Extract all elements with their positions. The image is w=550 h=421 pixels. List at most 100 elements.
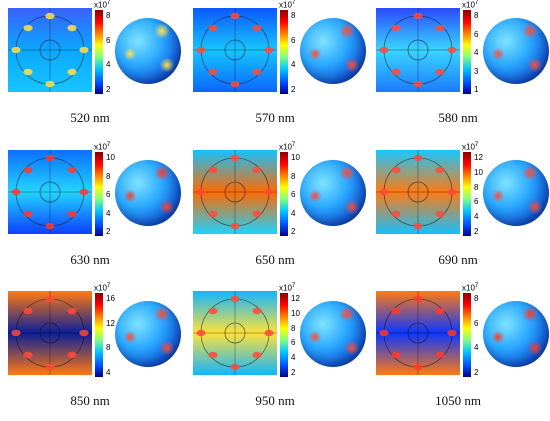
inner-circle	[39, 181, 61, 203]
geometry-overlay	[376, 150, 460, 234]
scale-multiplier-exponent: 7	[106, 142, 111, 148]
inner-circle	[224, 181, 246, 203]
hotspot-5	[391, 24, 401, 32]
hotspot-1	[230, 295, 240, 303]
hotspot-1	[45, 154, 55, 162]
colorbar-tick: 10	[106, 153, 115, 162]
colorbar-tick: 4	[291, 353, 296, 363]
hotspot-5	[23, 307, 33, 315]
colorbar-tick: 6	[474, 318, 479, 328]
sphere-hotspot-3	[344, 58, 360, 72]
wavelength-label: 650 nm	[255, 252, 295, 267]
sphere-hotspot-2	[308, 331, 322, 343]
hotspot-6	[67, 307, 77, 315]
colorbar-tick: 6	[291, 190, 296, 199]
hotspot-2	[413, 80, 423, 88]
colorbar-tick: 16	[106, 294, 115, 303]
field-map	[376, 8, 460, 92]
scale-multiplier-base: x10	[279, 0, 292, 10]
hotspot-7	[208, 351, 218, 359]
scale-multiplier: x107	[462, 283, 478, 293]
hotspot-3	[379, 46, 389, 54]
sphere-hotspot-3	[344, 341, 360, 355]
colorbar-tick: 2	[106, 227, 111, 236]
colorbar-tick: 6	[291, 35, 296, 45]
hotspot-8	[67, 68, 77, 76]
colorbar-ticks: 12 10 8 6 4 2	[291, 293, 307, 377]
hotspot-2	[230, 80, 240, 88]
sphere-render	[115, 301, 181, 367]
hotspot-4	[447, 46, 457, 54]
sphere-render	[300, 18, 366, 84]
colorbar-tick: 8	[474, 11, 479, 20]
hotspot-3	[11, 329, 21, 337]
field-panel-p580: x107 8 6 4 3 1 580 nm	[368, 0, 549, 138]
colorbar-tick: 10	[291, 308, 300, 318]
hotspot-7	[391, 210, 401, 218]
sphere-render	[300, 160, 366, 226]
sphere-hotspot-2	[308, 48, 322, 60]
colorbar	[463, 152, 471, 236]
colorbar-tick: 8	[474, 294, 479, 303]
sphere-render	[483, 18, 549, 84]
scale-multiplier-exponent: 7	[474, 0, 479, 6]
hotspot-2	[230, 222, 240, 230]
colorbar-tick: 12	[291, 294, 300, 303]
sphere-hotspot-3	[527, 58, 543, 72]
sphere-hotspot-3	[159, 200, 175, 214]
scale-multiplier: x107	[462, 0, 478, 10]
hotspot-8	[252, 351, 262, 359]
hotspot-5	[23, 166, 33, 174]
colorbar-tick: 2	[106, 85, 111, 94]
sphere-hotspot-2	[123, 331, 137, 343]
hotspot-8	[435, 351, 445, 359]
colorbar	[95, 10, 103, 94]
colorbar-tick: 6	[474, 29, 479, 39]
scale-multiplier: x107	[279, 142, 295, 152]
scale-multiplier-base: x10	[462, 0, 475, 10]
scale-multiplier: x107	[462, 142, 478, 152]
field-map	[193, 150, 277, 234]
field-panel-p1050: x107 8 6 4 2 1050 nm	[368, 283, 549, 421]
sphere-hotspot-2	[491, 331, 505, 343]
wavelength-label: 520 nm	[70, 110, 110, 125]
colorbar-tick: 2	[474, 368, 479, 377]
field-panel-p650: x107 10 8 6 4 2 650 nm	[185, 142, 366, 280]
colorbar-tick: 4	[106, 368, 111, 377]
sphere-hotspot-1	[521, 307, 539, 321]
sphere-hotspot-3	[344, 200, 360, 214]
colorbar-ticks: 16 12 8 4	[106, 293, 122, 377]
colorbar-tick: 10	[474, 167, 483, 177]
hotspot-2	[45, 222, 55, 230]
field-panel-p690: x107 12 10 8 6 4 2 690 nm	[368, 142, 549, 280]
hotspot-3	[379, 329, 389, 337]
hotspot-4	[264, 188, 274, 196]
wavelength-label: 690 nm	[438, 252, 478, 267]
colorbar-tick: 3	[474, 66, 479, 76]
colorbar	[280, 293, 288, 377]
colorbar-tick: 6	[291, 338, 296, 348]
colorbar-tick: 4	[474, 212, 479, 222]
hotspot-4	[447, 188, 457, 196]
hotspot-1	[413, 295, 423, 303]
colorbar-tick: 2	[291, 85, 296, 94]
sphere-hotspot-2	[308, 190, 322, 202]
inner-circle	[39, 322, 61, 344]
scale-multiplier-base: x10	[462, 142, 475, 152]
scale-multiplier-base: x10	[279, 283, 292, 293]
sphere-render	[115, 18, 181, 84]
hotspot-5	[23, 24, 33, 32]
hotspot-3	[196, 46, 206, 54]
colorbar-tick: 6	[106, 190, 111, 199]
field-panel-p570: x107 8 6 4 2 570 nm	[185, 0, 366, 138]
colorbar-tick: 4	[291, 60, 296, 70]
hotspot-5	[208, 24, 218, 32]
hotspot-6	[252, 307, 262, 315]
colorbar-tick: 2	[291, 368, 296, 377]
hotspot-8	[435, 210, 445, 218]
sphere-hotspot-1	[521, 24, 539, 38]
colorbar-tick: 4	[474, 48, 479, 57]
colorbar-tick: 2	[474, 227, 479, 236]
colorbar-ticks: 8 6 4 2	[106, 10, 122, 94]
sphere-hotspot-1	[153, 307, 171, 321]
